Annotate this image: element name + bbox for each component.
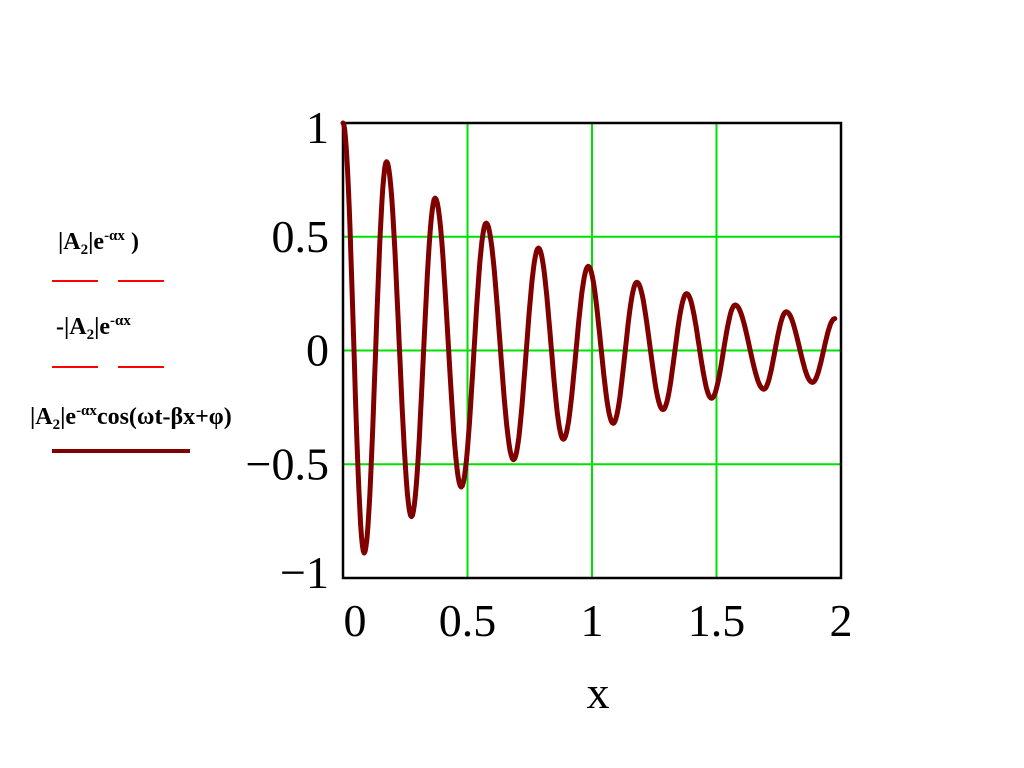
y-tick-label: 0.5 xyxy=(272,211,330,262)
legend-swatch-envelope-neg-1 xyxy=(52,366,98,368)
legend-swatch-envelope-pos-2 xyxy=(118,280,164,282)
legend-label-envelope-pos: |A2|e-αx ) xyxy=(58,228,139,258)
legend-swatch-wave xyxy=(52,449,190,453)
legend-swatch-envelope-pos-1 xyxy=(52,280,98,282)
y-tick-label: 0 xyxy=(306,325,329,376)
legend: |A2|e-αx ) -|A2|e-αx |A2|e-αxcos(ωt-βx+φ… xyxy=(0,0,330,470)
y-tick-label: −1 xyxy=(280,547,329,598)
series-line-wave xyxy=(340,120,838,556)
x-tick-label: 0.5 xyxy=(439,595,497,646)
x-tick-labels: 0 0.5 1 1.5 2 xyxy=(344,595,853,646)
y-tick-label: 1 xyxy=(306,102,329,153)
x-tick-label: 2 xyxy=(830,595,853,646)
x-tick-label: 1 xyxy=(581,595,604,646)
grid-lines xyxy=(343,123,841,578)
x-tick-label: 0 xyxy=(344,595,367,646)
x-tick-label: 1.5 xyxy=(688,595,746,646)
legend-label-wave: |A2|e-αxcos(ωt-βx+φ) xyxy=(30,403,232,433)
x-axis-label: x xyxy=(587,667,610,718)
legend-label-envelope-neg: -|A2|e-αx xyxy=(56,313,131,343)
series-group xyxy=(340,120,838,556)
plot-frame xyxy=(341,121,843,580)
legend-swatch-envelope-neg-2 xyxy=(118,366,164,368)
y-tick-labels: 1 0.5 0 −0.5 −1 xyxy=(246,102,329,598)
y-tick-label: −0.5 xyxy=(246,438,329,489)
